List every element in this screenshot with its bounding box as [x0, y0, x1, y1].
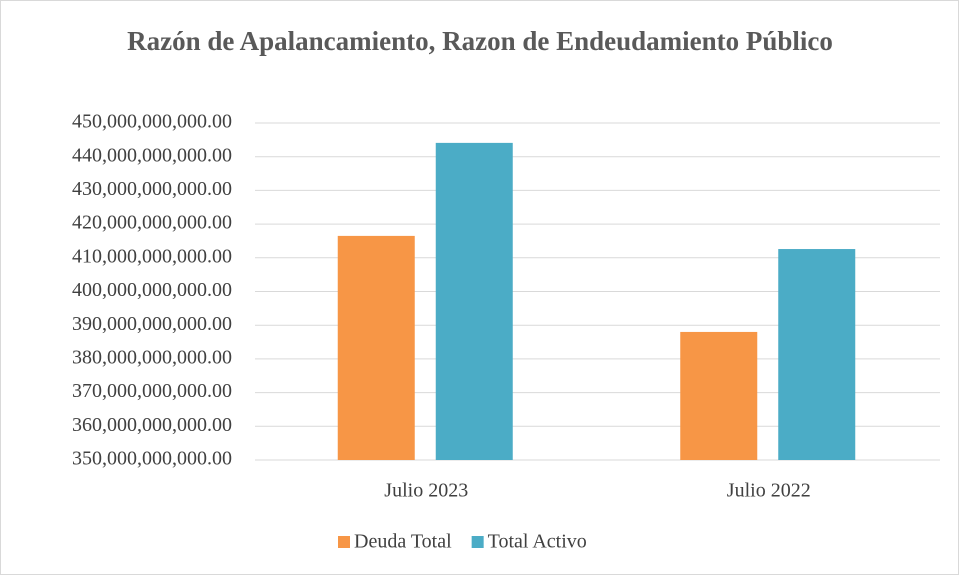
y-tick-label: 390,000,000,000.00	[72, 313, 232, 335]
y-tick-label: 400,000,000,000.00	[72, 279, 232, 301]
bar	[680, 331, 758, 460]
y-tick-label: 410,000,000,000.00	[72, 245, 232, 267]
legend-swatch	[471, 536, 484, 548]
y-tick-label: 370,000,000,000.00	[72, 380, 232, 402]
y-tick-label: 420,000,000,000.00	[72, 212, 232, 234]
y-tick-label: 430,000,000,000.00	[72, 178, 232, 200]
y-tick-label: 350,000,000,000.00	[72, 448, 232, 470]
y-tick-label: 450,000,000,000.00	[72, 111, 232, 133]
legend-swatch	[338, 536, 350, 548]
y-tick-label: 380,000,000,000.00	[72, 346, 232, 368]
y-tick-label: 440,000,000,000.00	[72, 144, 232, 166]
y-tick-label: 360,000,000,000.00	[72, 414, 232, 436]
chart-title: Razón de Apalancamiento, Razon de Endeud…	[127, 26, 833, 56]
legend-label: Deuda Total	[354, 531, 452, 553]
bar	[337, 235, 415, 460]
legend-label: Total Activo	[488, 531, 587, 553]
bar	[435, 142, 513, 460]
x-tick-label: Julio 2022	[727, 480, 811, 502]
bar	[778, 249, 856, 460]
x-tick-label: Julio 2023	[384, 480, 468, 502]
